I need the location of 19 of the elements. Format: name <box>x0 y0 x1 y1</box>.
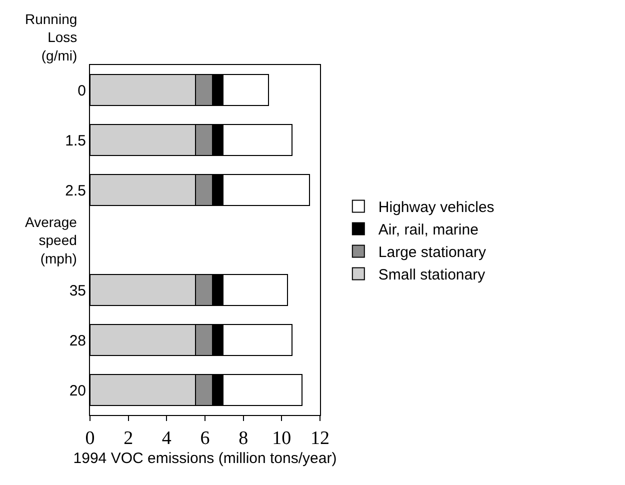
y-tick-label: 0 <box>78 82 86 100</box>
y-tick-label: 20 <box>69 382 86 400</box>
text: Running Loss (g/mi) <box>25 11 78 64</box>
x-tick-label: 8 <box>238 428 248 449</box>
y-tick-label: 2.5 <box>65 182 86 200</box>
legend-label: Large stationary <box>378 244 486 262</box>
legend-label: Highway vehicles <box>378 199 494 216</box>
y-tick-label: 28 <box>69 332 86 350</box>
x-tick-label: 4 <box>162 428 172 449</box>
x-tick-label: 12 <box>310 428 330 449</box>
x-tick-label: 2 <box>124 428 134 449</box>
x-axis-title: 1994 VOC emissions (million tons/year) <box>73 450 337 467</box>
y-tick-label: 1.5 <box>65 132 86 150</box>
legend-label: Small stationary <box>378 266 486 284</box>
y-tick-label: 35 <box>69 282 86 300</box>
x-tick-label: 6 <box>200 428 210 449</box>
x-tick-label: 10 <box>272 428 292 449</box>
text: Average speed (mph) <box>25 214 78 266</box>
legend-label: Air, rail, marine <box>378 222 478 239</box>
